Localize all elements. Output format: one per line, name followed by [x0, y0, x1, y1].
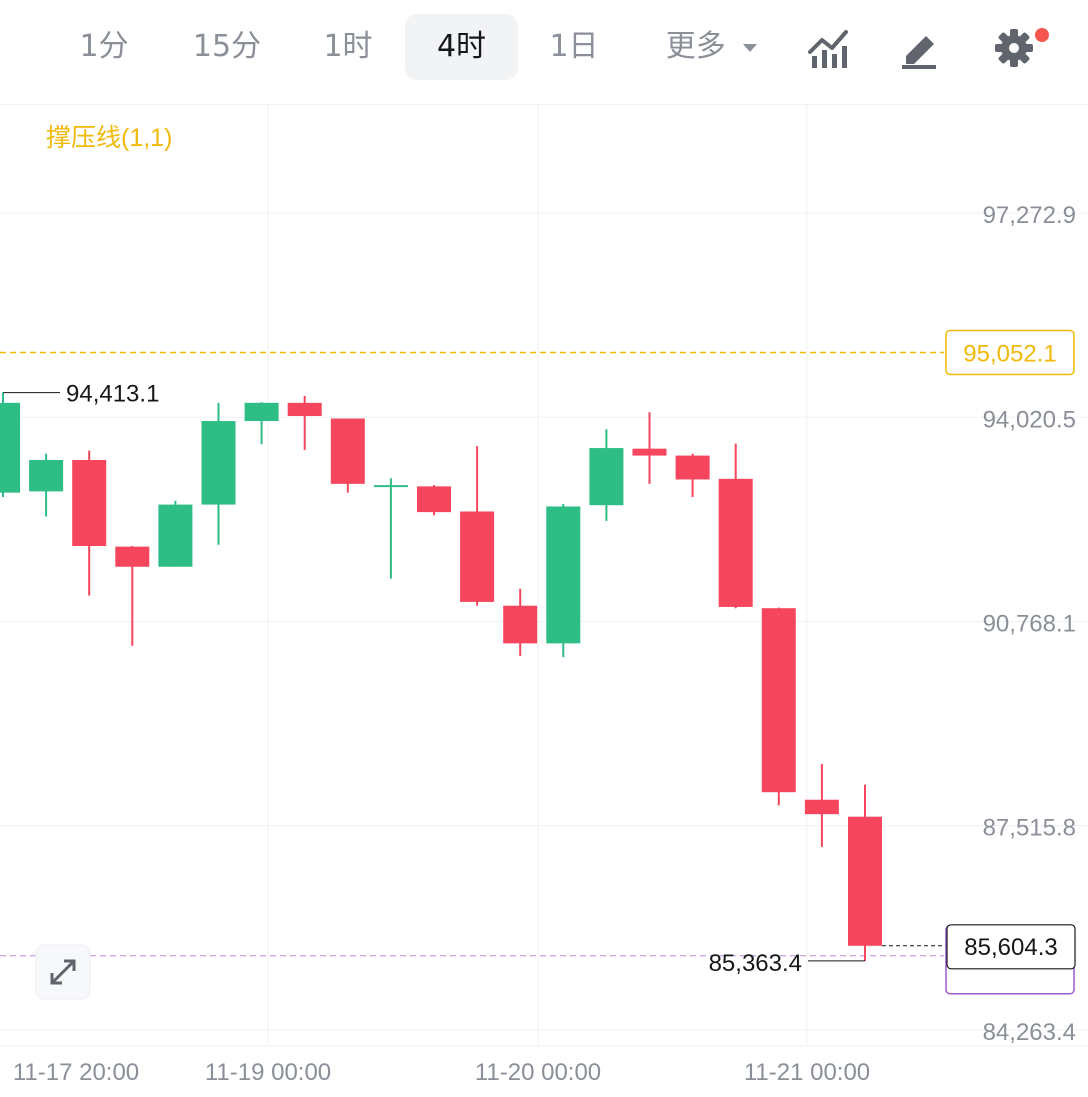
candle-body	[848, 816, 882, 946]
min-price-label: 85,363.4	[709, 950, 802, 977]
grid	[0, 104, 1088, 1047]
expand-icon	[50, 959, 76, 985]
candle-body	[804, 799, 839, 815]
candles	[0, 392, 882, 961]
candle-body	[115, 546, 150, 567]
candle-body	[546, 506, 581, 644]
caret-down-icon	[743, 43, 758, 52]
last-price-label: 85,604.3	[964, 934, 1057, 961]
candle-body	[330, 418, 365, 484]
candle-body	[72, 459, 107, 547]
reference-lines	[0, 351, 944, 957]
y-tick-label: 90,768.1	[983, 611, 1076, 638]
y-tick-label: 97,272.9	[983, 202, 1076, 229]
candle-body	[201, 421, 236, 505]
y-tick-label: 87,515.8	[983, 815, 1076, 842]
resistance-price-label: 95,052.1	[963, 340, 1056, 367]
tab-1d[interactable]: 1日	[549, 29, 599, 64]
fullscreen-button[interactable]	[35, 944, 91, 1000]
candle-body	[718, 478, 753, 607]
x-tick-label: 11-19 00:00	[205, 1059, 331, 1086]
resistance-price-box	[945, 329, 1075, 376]
candle-body	[417, 486, 451, 513]
y-tick-label: 94,020.5	[983, 406, 1076, 433]
x-tick-label: 11-17 20:00	[13, 1059, 139, 1086]
candlestick-chart[interactable]: 撑压线(1,1) 97,272.9 94,020.5 90,768.1 87,515.…	[0, 104, 1088, 1097]
x-tick-label: 11-21 00:00	[744, 1059, 870, 1086]
draw-icon[interactable]	[896, 24, 944, 72]
last-price-inner-box	[946, 924, 1076, 970]
tab-1m[interactable]: 1分	[79, 29, 129, 64]
y-tick-label: 84,263.4	[983, 1019, 1076, 1046]
more-menu[interactable]: 更多	[650, 14, 775, 80]
tab-1h[interactable]: 1时	[323, 29, 373, 64]
candle-body	[460, 511, 495, 602]
more-label: 更多	[665, 29, 726, 64]
indicator-label: 撑压线(1,1)	[46, 124, 172, 152]
tab-4h[interactable]: 4时	[405, 14, 518, 80]
candle-body	[0, 402, 20, 493]
candle-body	[287, 402, 322, 417]
max-price-label: 94,413.1	[66, 381, 159, 408]
timeframe-toolbar: 1分 15分 1时 4时 1日 更多	[0, 0, 1088, 104]
candle-body	[675, 455, 710, 480]
x-tick-label: 11-20 00:00	[475, 1059, 601, 1086]
settings-icon[interactable]	[990, 24, 1038, 72]
candle-body	[632, 448, 667, 456]
tab-15m[interactable]: 15分	[192, 29, 262, 64]
candle-body	[761, 608, 796, 793]
settings-notification-dot	[1035, 28, 1049, 42]
candle-body	[29, 459, 64, 492]
candle-body	[503, 605, 538, 644]
candle-body	[158, 504, 193, 567]
candle-body	[373, 485, 408, 488]
price-labels: 94,413.1 85,363.4 95,052.1 85,604.3	[3, 329, 1076, 995]
candle-body	[244, 402, 279, 422]
candle-body	[589, 448, 624, 506]
indicators-icon[interactable]	[806, 24, 854, 72]
x-axis: 11-17 20:00 11-19 00:00 11-20 00:00 11-21 0…	[13, 1059, 870, 1086]
y-axis: 97,272.9 94,020.5 90,768.1 87,515.8 84,263.4	[983, 202, 1076, 1046]
